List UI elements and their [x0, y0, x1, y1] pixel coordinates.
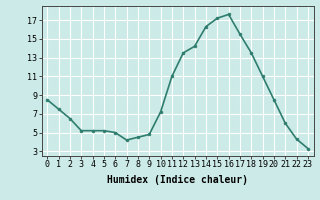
X-axis label: Humidex (Indice chaleur): Humidex (Indice chaleur) [107, 175, 248, 185]
